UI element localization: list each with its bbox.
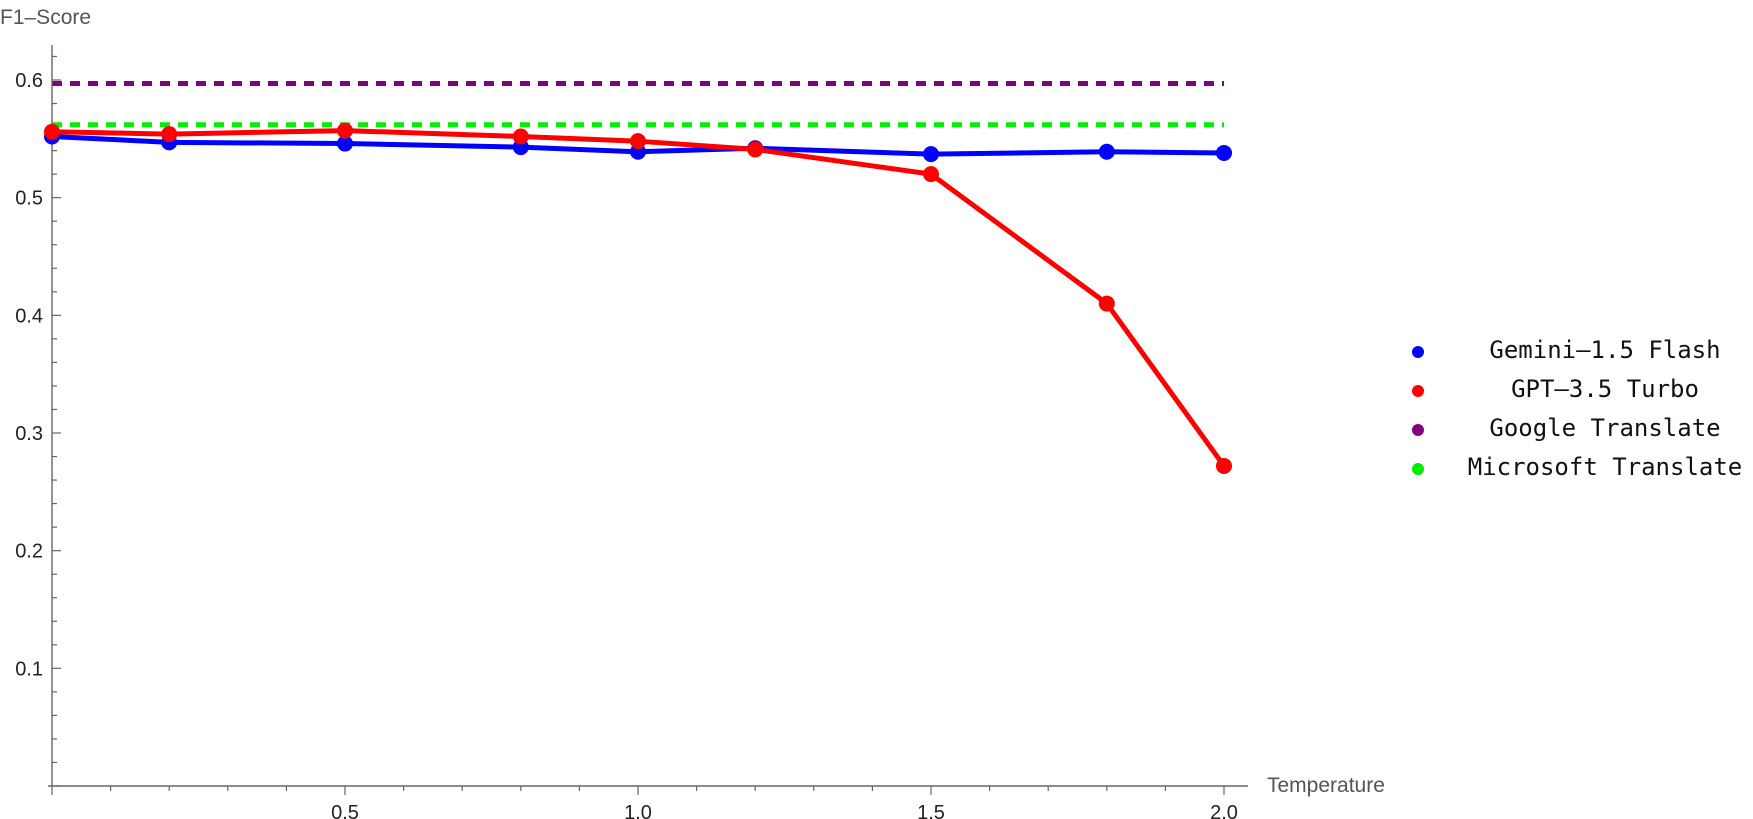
legend-label: Gemini–1.5 Flash <box>1489 336 1720 364</box>
x-tick-label: 0.5 <box>331 802 359 819</box>
gpt-3-5-turbo-point <box>1098 295 1115 312</box>
y-ticks: 0.1 0.2 0.3 0.4 0.5 0.6 <box>15 55 61 787</box>
gpt-3-5-turbo-line <box>51 128 1227 468</box>
y-tick-label: 0.2 <box>15 541 43 563</box>
legend-marker <box>1412 346 1424 358</box>
legend-marker <box>1412 463 1424 475</box>
gemini-1-5-flash-point <box>337 135 353 152</box>
x-axis-title: Temperature <box>1267 774 1385 797</box>
gpt-3-5-turbo-point <box>337 122 353 139</box>
x-tick-label: 1.5 <box>917 802 945 819</box>
gpt-3-5-turbo-point <box>630 133 646 150</box>
y-tick-label: 0.4 <box>15 305 43 327</box>
legend: Gemini–1.5 Flash GPT–3.5 Turbo Google Tran… <box>1412 336 1742 481</box>
legend-marker <box>1412 385 1424 397</box>
legend-marker <box>1412 424 1424 436</box>
x-ticks: 0.5 1.0 1.5 2.0 <box>51 786 1238 819</box>
x-tick-label: 1.0 <box>624 802 652 819</box>
legend-label: GPT–3.5 Turbo <box>1511 375 1699 403</box>
y-tick-label: 0.6 <box>15 70 43 92</box>
gpt-3-5-turbo-point <box>44 123 60 140</box>
gemini-1-5-flash-point <box>1098 143 1115 160</box>
gemini-1-5-flash-point <box>1216 144 1232 161</box>
gemini-1-5-flash-point <box>923 146 939 163</box>
axes: 0.5 1.0 1.5 2.0 0.1 0.2 0.3 0.4 0.5 0.6 <box>15 45 1248 819</box>
y-tick-label: 0.1 <box>15 658 43 680</box>
gpt-3-5-turbo-point <box>1216 457 1232 474</box>
gpt-3-5-turbo-point <box>161 126 178 143</box>
gpt-3-5-turbo-point <box>747 141 764 158</box>
baseline-series-group <box>52 81 1224 128</box>
gpt-3-5-turbo-point <box>512 128 529 145</box>
x-tick-label: 2.0 <box>1210 802 1238 819</box>
gpt-3-5-turbo-point <box>923 166 939 183</box>
gpt-3-5-turbo-series <box>44 122 1232 474</box>
legend-label: Google Translate <box>1489 414 1720 442</box>
y-tick-label: 0.5 <box>15 188 43 210</box>
y-axis-title: F1–Score <box>0 6 91 29</box>
legend-label: Microsoft Translate <box>1468 453 1743 481</box>
series-lines <box>44 122 1232 474</box>
y-tick-label: 0.3 <box>15 423 43 445</box>
